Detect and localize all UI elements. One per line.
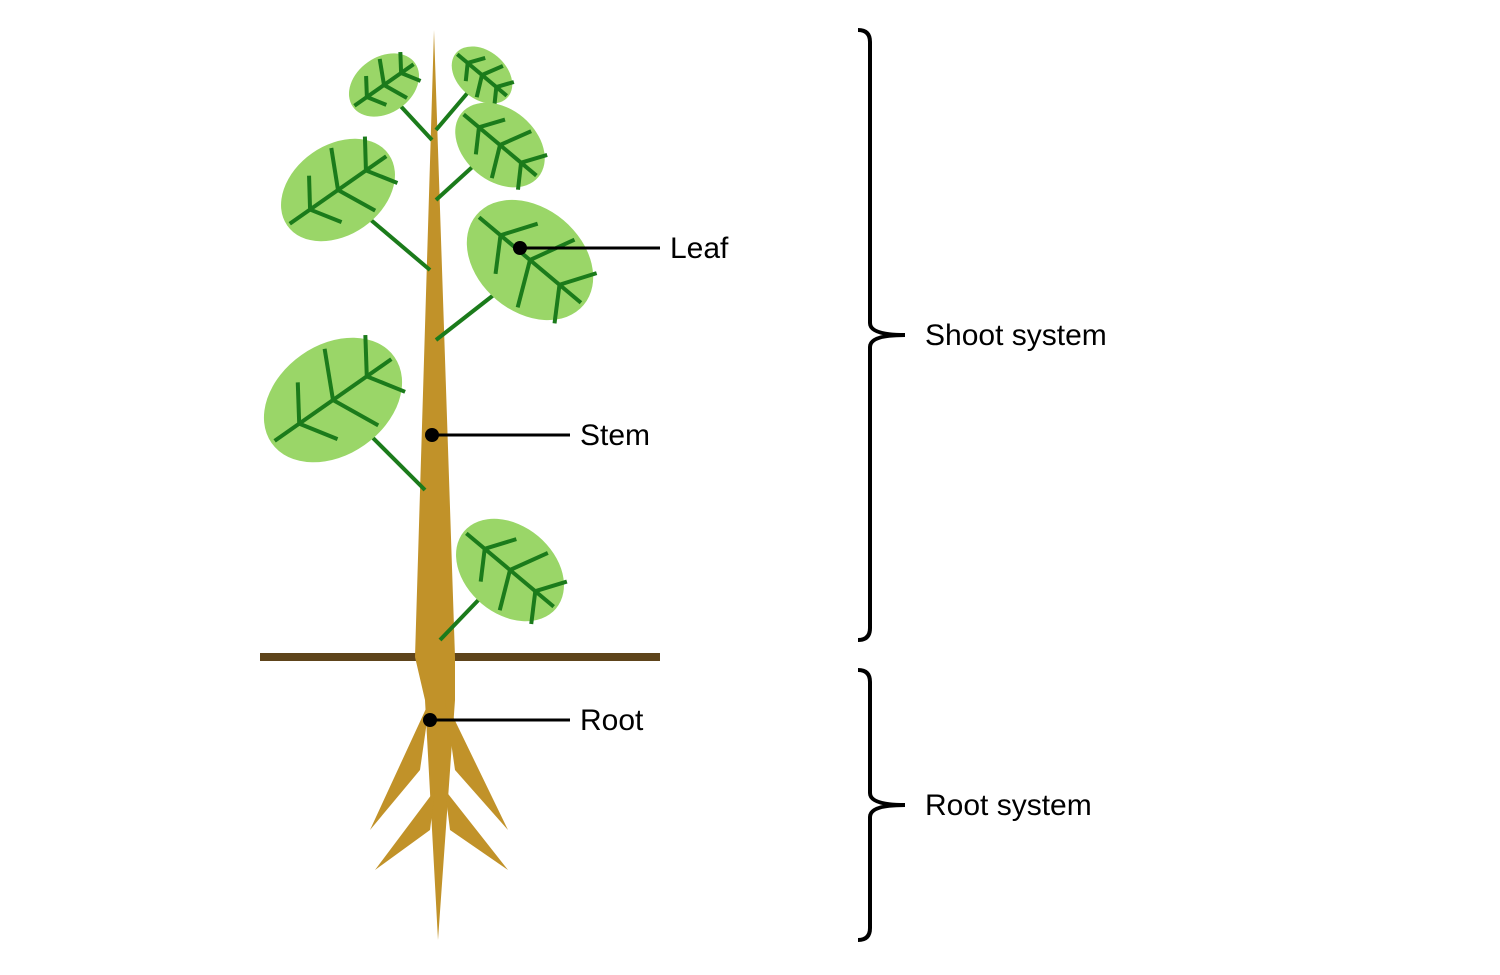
leaf: [436, 175, 617, 345]
leaf: [436, 85, 561, 204]
plant-diagram: Leaf Stem Root Shoot system Root system: [0, 0, 1500, 975]
bracket-shoot-system: Shoot system: [858, 30, 1107, 640]
leaf: [261, 118, 430, 270]
label-leaf: Leaf: [670, 232, 729, 265]
label-root: Root: [580, 704, 644, 737]
root-branch: [445, 790, 508, 870]
label-shoot-system: Shoot system: [925, 319, 1107, 352]
leaf: [436, 498, 584, 643]
label-stem: Stem: [580, 419, 650, 452]
leaf: [337, 40, 432, 140]
label-root-system: Root system: [925, 789, 1092, 822]
bracket-root-system: Root system: [858, 670, 1092, 940]
leaf: [240, 312, 426, 490]
pointer-stem: Stem: [425, 419, 650, 452]
